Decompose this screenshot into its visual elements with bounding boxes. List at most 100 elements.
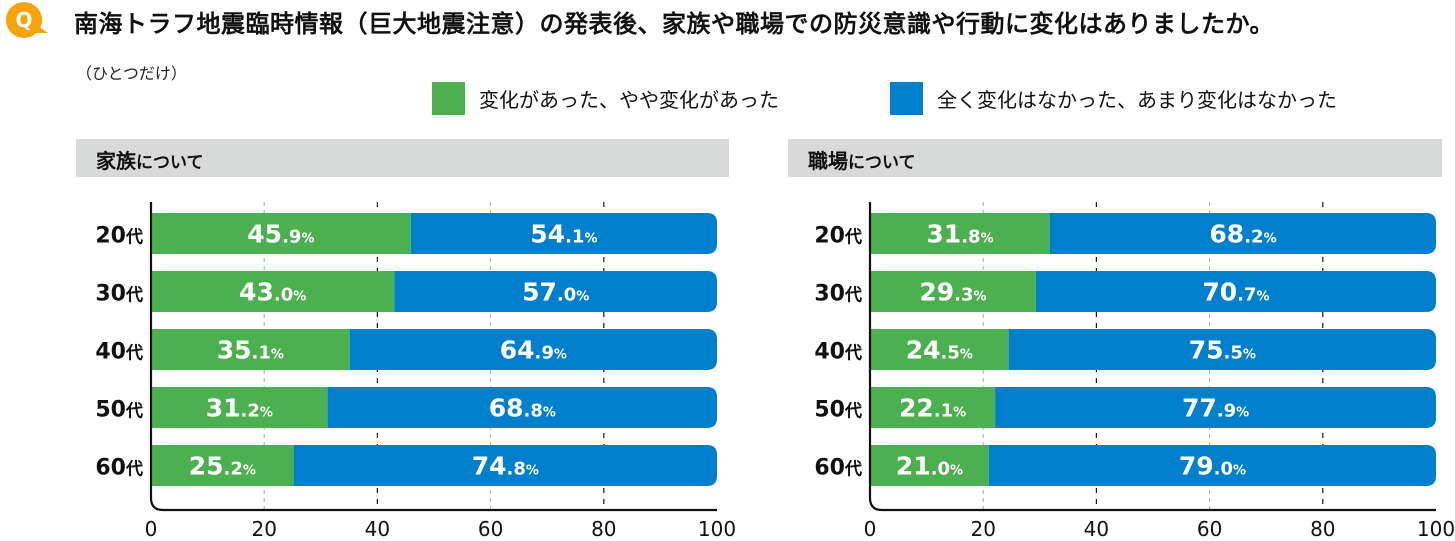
data-label-integer: 64: [500, 336, 535, 365]
bar-segment: [151, 445, 294, 486]
data-label-unit: %: [526, 464, 539, 479]
bar-segment: [293, 445, 717, 486]
data-label: 70.7%: [1202, 278, 1269, 307]
x-tick-label: 80: [1310, 517, 1335, 541]
data-label-decimal: .8: [507, 459, 526, 480]
panel-title-suffix-family: について: [136, 153, 204, 173]
data-label-unit: %: [584, 232, 597, 247]
data-label: 79.0%: [1179, 452, 1246, 481]
bar-row-40代: 35.1% 64.9%: [151, 329, 717, 370]
data-label-integer: 70: [1202, 278, 1237, 307]
data-label: 75.5%: [1189, 336, 1256, 365]
data-label-integer: 25: [189, 452, 224, 481]
question-icon: Q: [6, 2, 48, 38]
data-label: 68.2%: [1209, 220, 1276, 249]
bar-segment: [870, 213, 1050, 254]
legend-swatch-changed: [432, 81, 465, 115]
bar-segment: [1035, 271, 1436, 312]
data-label: 45.9%: [247, 220, 314, 249]
data-label-decimal: .1: [565, 227, 584, 248]
data-label-decimal: .3: [954, 285, 973, 306]
bar-segment: [1049, 213, 1436, 254]
data-label-unit: %: [1233, 464, 1246, 479]
data-label: 43.0%: [239, 278, 306, 307]
question-title: 南海トラフ地震臨時情報（巨大地震注意）の発表後、家族や職場での防災意識や行動に変…: [74, 10, 1275, 38]
data-label-integer: 79: [1179, 452, 1214, 481]
bar-row-30代: 43.0% 57.0%: [151, 271, 717, 312]
bar-row-60代: 25.2% 74.8%: [151, 445, 717, 486]
data-label: 74.8%: [472, 452, 539, 481]
category-label: 30代: [95, 282, 143, 307]
axis-line: [149, 202, 717, 512]
data-label-integer: 74: [472, 452, 507, 481]
data-label-integer: 45: [247, 220, 282, 249]
bar-segment: [870, 445, 989, 486]
data-label-unit: %: [953, 406, 966, 421]
data-label-integer: 21: [896, 452, 931, 481]
data-label: 22.1%: [899, 394, 966, 423]
data-label-decimal: .8: [523, 401, 542, 422]
data-label: 24.5%: [906, 336, 973, 365]
legend-label-changed: 変化があった、やや変化があった: [479, 87, 779, 112]
panel-header-workplace: 職場について: [788, 139, 1442, 177]
category-label: 50代: [814, 398, 862, 423]
bar-row-30代: 29.3% 70.7%: [870, 271, 1436, 312]
bar-segment: [151, 329, 350, 370]
data-label: 21.0%: [896, 452, 963, 481]
data-label-integer: 43: [239, 278, 274, 307]
question-subtitle: （ひとつだけ）: [76, 64, 187, 83]
x-tick-label: 20: [970, 517, 995, 541]
data-label-unit: %: [960, 348, 973, 363]
data-label-unit: %: [1256, 290, 1269, 305]
category-label: 60代: [95, 456, 143, 481]
bar-segment: [327, 387, 717, 428]
x-tick-label: 60: [478, 517, 503, 541]
question-icon-letter: Q: [15, 8, 32, 32]
data-label-decimal: .5: [941, 343, 960, 364]
bar-segment: [870, 329, 1009, 370]
data-label: 29.3%: [919, 278, 986, 307]
bar-segment: [995, 387, 1436, 428]
bar-row-50代: 22.1% 77.9%: [870, 387, 1436, 428]
data-label-decimal: .0: [931, 459, 950, 480]
data-label-integer: 22: [899, 394, 934, 423]
data-label: 31.8%: [926, 220, 993, 249]
bar-segment: [410, 213, 717, 254]
x-tick-label: 40: [1084, 517, 1109, 541]
x-tick-label: 80: [591, 517, 616, 541]
category-label: 30代: [814, 282, 862, 307]
axis-line: [868, 202, 1436, 512]
bar-segment: [151, 213, 411, 254]
category-label: 40代: [95, 340, 143, 365]
data-label-unit: %: [243, 464, 256, 479]
x-tick-label: 0: [145, 517, 158, 541]
data-label-integer: 68: [489, 394, 524, 423]
data-label-integer: 29: [919, 278, 954, 307]
category-label: 20代: [95, 224, 143, 249]
panel-title-workplace: 職場: [808, 149, 848, 173]
data-label-decimal: .7: [1237, 285, 1256, 306]
panel-header-family: 家族について: [76, 139, 729, 177]
bar-segment: [988, 445, 1436, 486]
data-label-decimal: .5: [1224, 343, 1243, 364]
legend-label-not-changed: 全く変化はなかった、あまり変化はなかった: [937, 87, 1337, 112]
category-label: 50代: [95, 398, 143, 423]
data-label-unit: %: [950, 464, 963, 479]
data-label-unit: %: [260, 406, 273, 421]
legend-swatch-not-changed: [890, 81, 923, 115]
data-label-integer: 75: [1189, 336, 1224, 365]
data-label-decimal: .0: [557, 285, 576, 306]
data-label-decimal: .1: [252, 343, 271, 364]
bar-segment: [1008, 329, 1436, 370]
category-label: 20代: [814, 224, 862, 249]
data-label-unit: %: [576, 290, 589, 305]
data-label: 31.2%: [206, 394, 273, 423]
data-label-integer: 24: [906, 336, 941, 365]
data-label: 54.1%: [530, 220, 597, 249]
data-label-unit: %: [554, 348, 567, 363]
data-label: 25.2%: [189, 452, 256, 481]
x-tick-label: 40: [365, 517, 390, 541]
data-label-integer: 35: [217, 336, 252, 365]
data-label-integer: 31: [206, 394, 241, 423]
